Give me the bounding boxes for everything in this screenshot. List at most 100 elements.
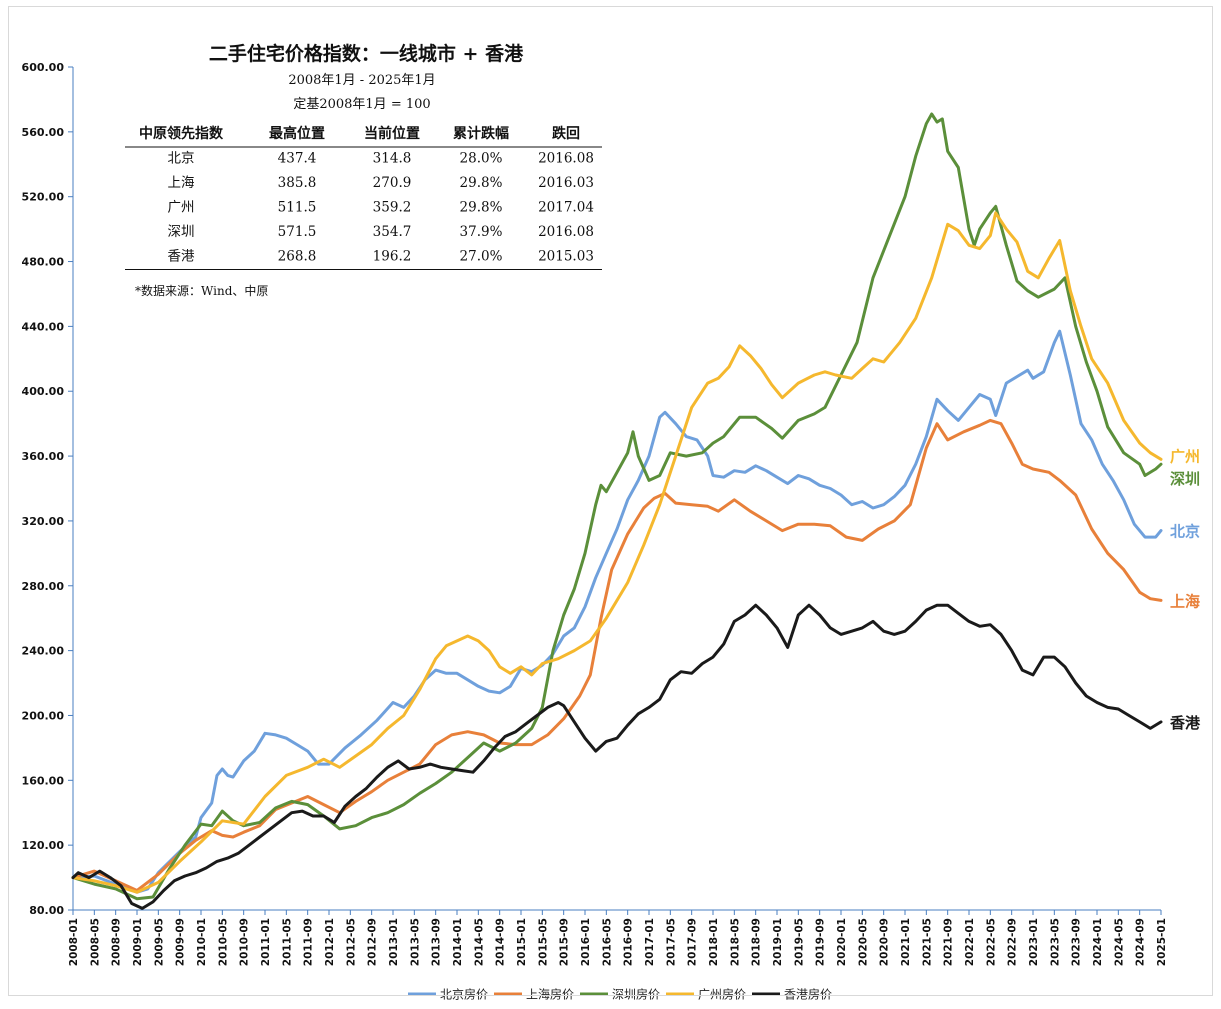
x-tick-label: 2021-01 xyxy=(900,918,912,966)
y-tick-label: 120.00 xyxy=(22,839,65,852)
table-header-cell: 中原领先指数 xyxy=(139,125,224,142)
x-tick-label: 2022-09 xyxy=(1007,918,1019,966)
y-tick-label: 320.00 xyxy=(22,515,65,528)
table-cell: 28.0% xyxy=(460,151,503,167)
table-header-cell: 最高位置 xyxy=(269,125,325,142)
x-tick-label: 2025-01 xyxy=(1156,918,1168,966)
x-tick-label: 2010-05 xyxy=(217,918,229,966)
series-line-4 xyxy=(71,603,1163,910)
series-line-2 xyxy=(71,112,1163,901)
x-tick-label: 2024-01 xyxy=(1092,918,1104,966)
source-note: *数据来源：Wind、中原 xyxy=(135,283,268,298)
legend: 北京房价 上海房价 深圳房价 广州房价 香港房价 xyxy=(408,987,832,1002)
table-header-cell: 累计跌幅 xyxy=(453,125,509,142)
x-tick-label: 2010-01 xyxy=(196,918,208,966)
x-tick-label: 2024-05 xyxy=(1113,918,1125,966)
x-tick-label: 2016-01 xyxy=(580,918,592,966)
x-tick-label: 2022-05 xyxy=(985,918,997,966)
y-tick-label: 600.00 xyxy=(22,61,65,74)
x-tick-label: 2008-01 xyxy=(68,918,80,966)
legend-label: 广州房价 xyxy=(698,987,746,1002)
y-tick-label: 280.00 xyxy=(22,580,65,593)
table-cell: 29.8% xyxy=(460,175,503,191)
legend-label: 香港房价 xyxy=(784,987,832,1002)
x-tick-label: 2015-01 xyxy=(516,918,528,966)
table-cell: 2016.03 xyxy=(538,175,594,191)
x-tick-label: 2017-05 xyxy=(665,918,677,966)
x-tick-label: 2012-01 xyxy=(324,918,336,966)
x-tick-label: 2018-09 xyxy=(751,918,763,966)
x-tick-label: 2013-09 xyxy=(431,918,443,966)
x-tick-label: 2011-09 xyxy=(303,918,315,966)
table-cell: 2016.08 xyxy=(538,224,594,240)
series-end-label: 上海 xyxy=(1170,592,1200,610)
table-cell: 354.7 xyxy=(373,224,412,240)
chart-subtitle-range: 2008年1月 - 2025年1月 xyxy=(288,73,435,88)
series-end-label: 香港 xyxy=(1170,714,1201,732)
x-tick-label: 2014-05 xyxy=(473,918,485,966)
y-tick-label: 360.00 xyxy=(22,450,65,463)
series-end-label: 深圳 xyxy=(1170,470,1200,488)
table-cell: 385.8 xyxy=(278,175,317,191)
x-tick-label: 2018-01 xyxy=(708,918,720,966)
x-tick-label: 2011-05 xyxy=(281,918,293,966)
table-cell: 511.5 xyxy=(278,200,317,216)
chart-title: 二手住宅价格指数：一线城市 + 香港 xyxy=(209,42,524,65)
x-tick-label: 2014-01 xyxy=(452,918,464,966)
x-tick-label: 2016-09 xyxy=(623,918,635,966)
y-tick-label: 160.00 xyxy=(22,774,65,787)
x-tick-label: 2011-01 xyxy=(260,918,272,966)
series-lines xyxy=(71,112,1163,910)
table-header-cell: 当前位置 xyxy=(364,125,420,142)
legend-label: 上海房价 xyxy=(526,987,574,1002)
x-tick-label: 2014-09 xyxy=(495,918,507,966)
table-cell: 广州 xyxy=(168,200,195,216)
table-cell: 270.9 xyxy=(373,175,412,191)
x-tick-label: 2017-09 xyxy=(687,918,699,966)
table-cell: 196.2 xyxy=(373,249,412,265)
table-cell: 上海 xyxy=(168,175,195,191)
x-tick-label: 2013-05 xyxy=(409,918,421,966)
axes: 80.00 120.00 160.00 200.00 240.00 280.00 320.0… xyxy=(22,61,1168,966)
table-cell: 314.8 xyxy=(373,151,412,167)
y-tick-label: 80.00 xyxy=(29,904,64,917)
x-tick-label: 2021-09 xyxy=(943,918,955,966)
x-tick-label: 2012-09 xyxy=(367,918,379,966)
table-cell: 深圳 xyxy=(168,224,195,240)
x-tick-label: 2023-09 xyxy=(1071,918,1083,966)
x-tick-label: 2020-09 xyxy=(879,918,891,966)
y-tick-label: 520.00 xyxy=(22,191,65,204)
x-tick-label: 2010-09 xyxy=(239,918,251,966)
series-line-1 xyxy=(71,418,1163,892)
series-line-3 xyxy=(71,211,1163,894)
y-tick-label: 400.00 xyxy=(22,385,65,398)
x-tick-label: 2015-05 xyxy=(537,918,549,966)
legend-label: 深圳房价 xyxy=(612,987,660,1002)
x-tick-label: 2020-05 xyxy=(857,918,869,966)
y-tick-label: 480.00 xyxy=(22,256,65,269)
x-tick-label: 2023-01 xyxy=(1028,918,1040,966)
x-tick-label: 2013-01 xyxy=(388,918,400,966)
x-tick-label: 2015-09 xyxy=(559,918,571,966)
x-tick-label: 2008-05 xyxy=(89,918,101,966)
table-cell: 北京 xyxy=(168,151,195,167)
series-line-0 xyxy=(71,329,1163,894)
x-tick-label: 2008-09 xyxy=(111,918,123,966)
y-tick-label: 240.00 xyxy=(22,645,65,658)
x-tick-label: 2023-05 xyxy=(1049,918,1061,966)
table-cell: 2016.08 xyxy=(538,151,594,167)
annotation-block: 二手住宅价格指数：一线城市 + 香港 2008年1月 - 2025年1月 定基2… xyxy=(125,42,602,298)
table-cell: 437.4 xyxy=(278,151,317,167)
table-cell: 2017.04 xyxy=(538,200,594,216)
table-cell: 571.5 xyxy=(278,224,317,240)
table-cell: 359.2 xyxy=(373,200,412,216)
table-header-cell: 跌回 xyxy=(552,126,580,142)
series-end-label: 北京 xyxy=(1170,523,1200,541)
table-cell: 268.8 xyxy=(278,249,317,265)
table-cell: 27.0% xyxy=(460,249,503,265)
table-cell: 37.9% xyxy=(460,224,503,240)
